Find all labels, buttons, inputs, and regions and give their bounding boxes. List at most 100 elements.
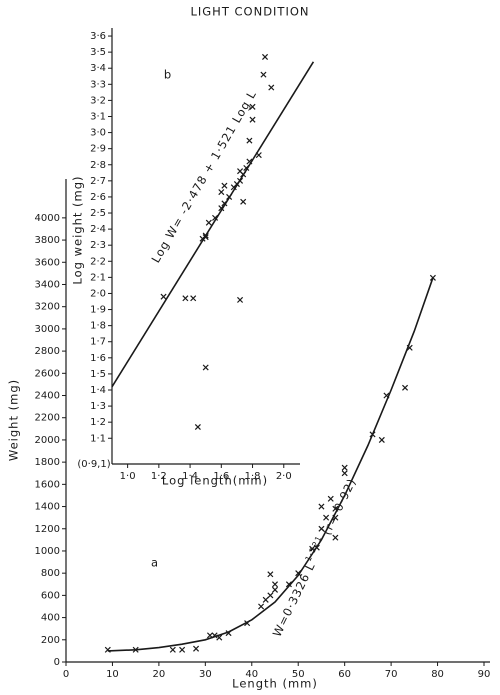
x-tick-label: 1·2 (151, 471, 167, 482)
y-tick-label: 1200 (35, 524, 60, 535)
y-tick-label: 2·5 (90, 208, 106, 219)
y-tick-label: 1600 (35, 479, 60, 490)
point (271, 581, 279, 588)
y-tick-label: 1000 (35, 546, 60, 557)
y-tick-label: 1·6 (90, 353, 106, 364)
point (323, 514, 330, 521)
point (212, 214, 219, 221)
y-tick-label: 3·5 (90, 47, 106, 58)
y-tick-label: 2·3 (90, 240, 106, 251)
point (268, 84, 275, 91)
y-axis-title: Weight (mg) (7, 379, 21, 461)
y-tick-label: 2·2 (90, 256, 106, 267)
y-tick-label: 0 (54, 657, 60, 668)
inset-panel-label: b (164, 68, 172, 82)
y-tick-label: 2800 (35, 346, 60, 357)
y-tick-label: 2·8 (90, 160, 106, 171)
y-tick-label: 2·4 (90, 224, 106, 235)
point (160, 293, 167, 300)
point (194, 423, 201, 431)
y-tick-label: 2000 (35, 435, 60, 446)
y-tick-label: 1·9 (90, 305, 106, 316)
point (190, 295, 197, 302)
point (169, 646, 176, 653)
point (182, 295, 189, 302)
point (240, 198, 247, 205)
y-tick-label: 3200 (35, 302, 60, 313)
point (267, 592, 274, 599)
y-tick-label: 2·1 (90, 272, 106, 283)
y-tick-label: 1800 (35, 457, 60, 468)
x-tick-label: 1·6 (213, 471, 229, 482)
point (260, 71, 267, 78)
y-tick-label: 3000 (35, 324, 60, 335)
x-tick-label: 70 (385, 669, 398, 680)
point (262, 53, 269, 60)
origin-label: (0·9,1) (77, 459, 110, 470)
point (179, 646, 186, 653)
point (267, 571, 274, 578)
point (258, 603, 265, 610)
inset-y-axis-title: Log weight (mg) (71, 175, 85, 284)
y-tick-label: 200 (41, 635, 60, 646)
y-tick-label: 800 (41, 568, 60, 579)
y-tick-label: 1·2 (90, 417, 106, 428)
x-tick-label: 1·0 (120, 471, 136, 482)
y-tick-label: 3·4 (90, 63, 106, 74)
point (249, 103, 256, 110)
point (327, 495, 334, 502)
point (402, 384, 409, 391)
point (285, 581, 292, 588)
y-tick-label: 3·0 (90, 128, 106, 139)
x-tick-label: 20 (153, 669, 166, 680)
y-tick-label: 2·7 (90, 176, 106, 187)
point (271, 586, 279, 593)
fit-line (111, 61, 315, 388)
y-tick-label: 2600 (35, 368, 60, 379)
x-tick-label: 30 (199, 669, 212, 680)
point (378, 436, 385, 443)
point (341, 464, 348, 471)
point (218, 189, 225, 196)
y-tick-label: 1400 (35, 502, 60, 513)
point (221, 182, 228, 189)
y-tick-label: 3·3 (90, 79, 106, 90)
y-tick-label: 3·6 (90, 31, 106, 42)
y-tick-label: 2400 (35, 391, 60, 402)
y-tick-label: 2·9 (90, 144, 106, 155)
y-tick-label: 3·1 (90, 111, 106, 122)
x-tick-label: 80 (431, 669, 444, 680)
y-tick-label: 2·6 (90, 192, 106, 203)
x-tick-label: 90 (478, 669, 491, 680)
point (246, 137, 253, 144)
y-tick-label: 2200 (35, 413, 60, 424)
y-tick-label: 400 (41, 613, 60, 624)
inset-x-axis-title: Log length(mm) (162, 474, 268, 488)
y-tick-label: 600 (41, 590, 60, 601)
x-tick-label: 10 (106, 669, 119, 680)
y-tick-label: 2·0 (90, 288, 106, 299)
y-tick-label: 4000 (35, 213, 60, 224)
figure-title: LIGHT CONDITION (190, 5, 309, 19)
point (262, 596, 269, 603)
y-tick-label: 1·7 (90, 337, 106, 348)
point (332, 534, 339, 541)
point (237, 296, 244, 303)
point (205, 219, 212, 226)
y-tick-label: 1·4 (90, 385, 106, 396)
x-tick-label: 1·8 (245, 471, 261, 482)
y-tick-label: 1·8 (90, 321, 106, 332)
x-tick-label: 0 (63, 669, 69, 680)
y-tick-label: 3·2 (90, 95, 106, 106)
y-tick-label: 1·3 (90, 401, 106, 412)
point (318, 503, 325, 510)
y-tick-label: 3400 (35, 279, 60, 290)
point (318, 525, 325, 532)
point (249, 116, 256, 123)
fit-line (107, 277, 434, 652)
x-tick-label: 50 (292, 669, 305, 680)
panel-label: a (151, 556, 159, 570)
x-tick-label: 40 (245, 669, 258, 680)
